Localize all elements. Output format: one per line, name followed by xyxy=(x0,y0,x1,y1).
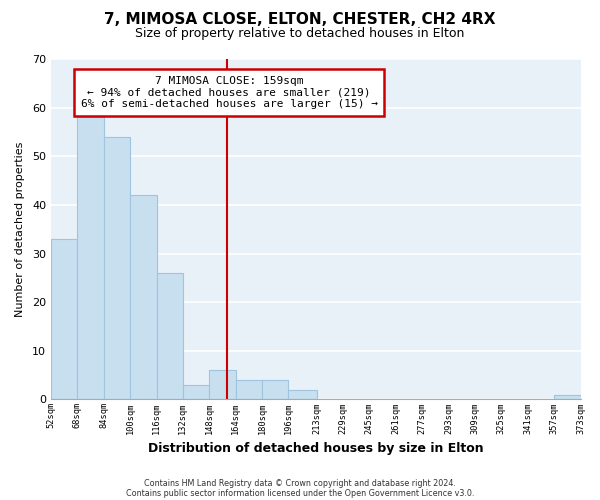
X-axis label: Distribution of detached houses by size in Elton: Distribution of detached houses by size … xyxy=(148,442,484,455)
Bar xyxy=(183,385,209,400)
Bar xyxy=(130,195,157,400)
Text: 7 MIMOSA CLOSE: 159sqm
← 94% of detached houses are smaller (219)
6% of semi-det: 7 MIMOSA CLOSE: 159sqm ← 94% of detached… xyxy=(80,76,377,109)
Text: Contains HM Land Registry data © Crown copyright and database right 2024.: Contains HM Land Registry data © Crown c… xyxy=(144,478,456,488)
Bar xyxy=(51,239,77,400)
Bar xyxy=(104,137,130,400)
Bar xyxy=(209,370,236,400)
Bar xyxy=(262,380,289,400)
Y-axis label: Number of detached properties: Number of detached properties xyxy=(15,142,25,317)
Bar xyxy=(236,380,262,400)
Text: 7, MIMOSA CLOSE, ELTON, CHESTER, CH2 4RX: 7, MIMOSA CLOSE, ELTON, CHESTER, CH2 4RX xyxy=(104,12,496,28)
Text: Contains public sector information licensed under the Open Government Licence v3: Contains public sector information licen… xyxy=(126,488,474,498)
Bar xyxy=(554,394,581,400)
Bar xyxy=(77,118,104,400)
Bar xyxy=(289,390,317,400)
Text: Size of property relative to detached houses in Elton: Size of property relative to detached ho… xyxy=(136,28,464,40)
Bar xyxy=(157,273,183,400)
